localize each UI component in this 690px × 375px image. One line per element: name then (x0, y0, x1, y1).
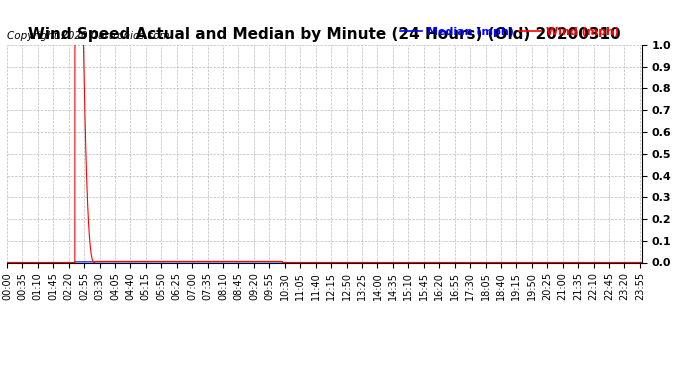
Legend: Median (mph), Wind (mph): Median (mph), Wind (mph) (395, 22, 624, 41)
Title: Wind Speed Actual and Median by Minute (24 Hours) (Old) 20200310: Wind Speed Actual and Median by Minute (… (28, 27, 620, 42)
Text: Copyright 2020 Cartronics.com: Copyright 2020 Cartronics.com (7, 32, 170, 41)
